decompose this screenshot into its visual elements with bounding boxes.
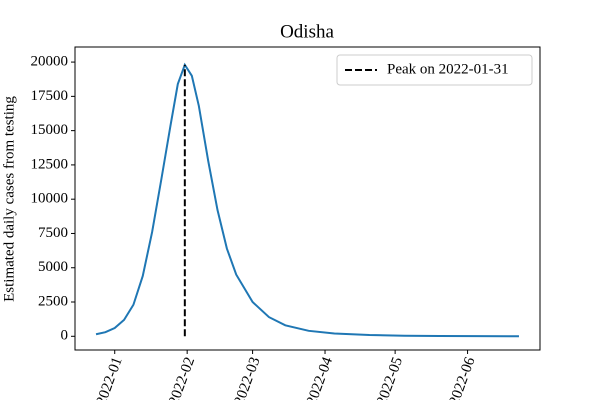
data-line (95, 62, 519, 338)
chart-title: Odisha (280, 21, 334, 42)
y-tick-label: 20000 (31, 54, 69, 70)
y-tick-label: 10000 (31, 191, 69, 207)
x-tick-label: 2022-03 (231, 355, 263, 400)
x-tick-label: 2022-01 (94, 355, 126, 400)
y-tick-label: 15000 (31, 122, 69, 138)
y-tick-label: 5000 (38, 259, 68, 275)
y-tick-label: 17500 (31, 88, 69, 104)
y-tick-label: 12500 (31, 156, 69, 172)
y-tick-label: 2500 (38, 293, 68, 309)
axes-frame (74, 46, 541, 351)
x-tick-label: 2022-06 (446, 355, 478, 400)
x-tick-label: 2022-04 (304, 355, 336, 400)
legend-label: Peak on 2022-01-31 (387, 61, 509, 77)
y-axis-label: Estimated daily cases from testing (1, 96, 17, 302)
legend-box (336, 54, 533, 86)
x-tick-label: 2022-02 (166, 355, 198, 400)
y-tick-label: 0 (61, 328, 69, 344)
x-tick-label: 2022-05 (374, 355, 406, 400)
y-tick-label: 7500 (38, 225, 68, 241)
